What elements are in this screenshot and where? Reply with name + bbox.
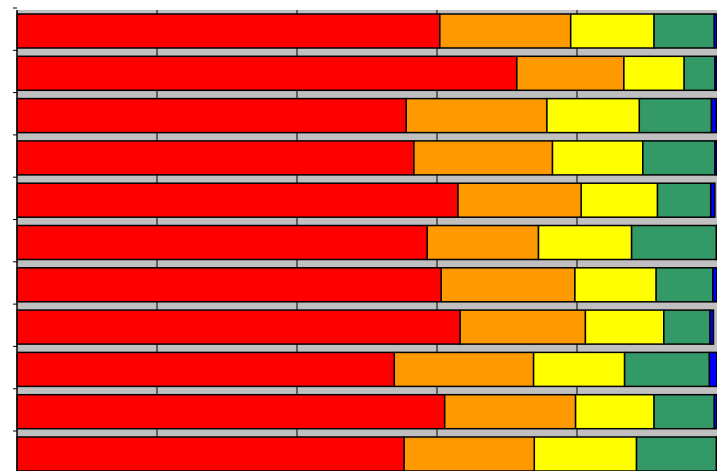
bar-row-3-segment-5 xyxy=(710,97,717,134)
bar-row-6-segment-4 xyxy=(630,224,717,261)
bar-row-10-segment-3 xyxy=(574,393,655,430)
bar-row-11-segment-1 xyxy=(16,436,405,471)
bar-row-5-segment-1 xyxy=(16,182,459,218)
bar-row-2-segment-5 xyxy=(714,55,717,92)
bar-row-2-segment-3 xyxy=(623,55,685,92)
bar-row-10-segment-4 xyxy=(653,393,715,430)
bar-row-4-segment-2 xyxy=(413,140,554,176)
bar-row-9-segment-3 xyxy=(532,351,626,388)
bar-row-8-segment-5 xyxy=(709,309,715,345)
bar-row-6-segment-1 xyxy=(16,224,428,261)
bar-row-5-segment-2 xyxy=(457,182,582,218)
bar-row-8-segment-2 xyxy=(459,309,587,345)
bar-row-2-segment-2 xyxy=(516,55,625,92)
bar-row-10-segment-1 xyxy=(16,393,446,430)
bar-row-7-segment-5 xyxy=(712,267,717,303)
bar-row-4-segment-4 xyxy=(642,140,716,176)
bar-row-11-segment-2 xyxy=(403,436,536,471)
bar-row-4-segment-5 xyxy=(714,140,717,176)
bar-row-3-segment-4 xyxy=(638,97,713,134)
bar-row-10-segment-5 xyxy=(713,393,717,430)
bar-row-1-segment-3 xyxy=(569,13,655,49)
bar-row-8-segment-3 xyxy=(584,309,665,345)
bar-row-9-segment-5 xyxy=(708,351,717,388)
bar-row-5-segment-5 xyxy=(709,182,716,218)
bar-row-5-segment-3 xyxy=(580,182,659,218)
bar-row-9-segment-4 xyxy=(623,351,711,388)
bar-row-2-segment-1 xyxy=(16,55,518,92)
bar-row-9-segment-2 xyxy=(393,351,535,388)
bar-row-10-segment-2 xyxy=(443,393,577,430)
bar-row-6-segment-3 xyxy=(537,224,633,261)
bar-row-4-segment-3 xyxy=(551,140,644,176)
bar-row-3-segment-3 xyxy=(546,97,641,134)
bar-row-8-segment-1 xyxy=(16,309,461,345)
bar-row-2-segment-4 xyxy=(683,55,716,92)
bar-row-1-segment-4 xyxy=(653,13,715,49)
bar-row-3-segment-1 xyxy=(16,97,407,134)
bar-row-11-segment-4 xyxy=(635,436,717,471)
bar-row-11-segment-3 xyxy=(533,436,638,471)
bar-row-7-segment-2 xyxy=(440,267,576,303)
bar-row-7-segment-1 xyxy=(16,267,442,303)
bar-row-1-segment-2 xyxy=(439,13,572,49)
bar-row-9-segment-1 xyxy=(16,351,396,388)
bar-row-7-segment-3 xyxy=(574,267,657,303)
bar-row-1-segment-5 xyxy=(713,13,717,49)
bar-row-6-segment-2 xyxy=(426,224,540,261)
bar-row-1-segment-1 xyxy=(16,13,441,49)
bar-row-3-segment-2 xyxy=(405,97,548,134)
bar-row-8-segment-4 xyxy=(663,309,711,345)
bar-row-5-segment-4 xyxy=(656,182,712,218)
bar-row-7-segment-4 xyxy=(655,267,714,303)
bar-row-4-segment-1 xyxy=(16,140,415,176)
